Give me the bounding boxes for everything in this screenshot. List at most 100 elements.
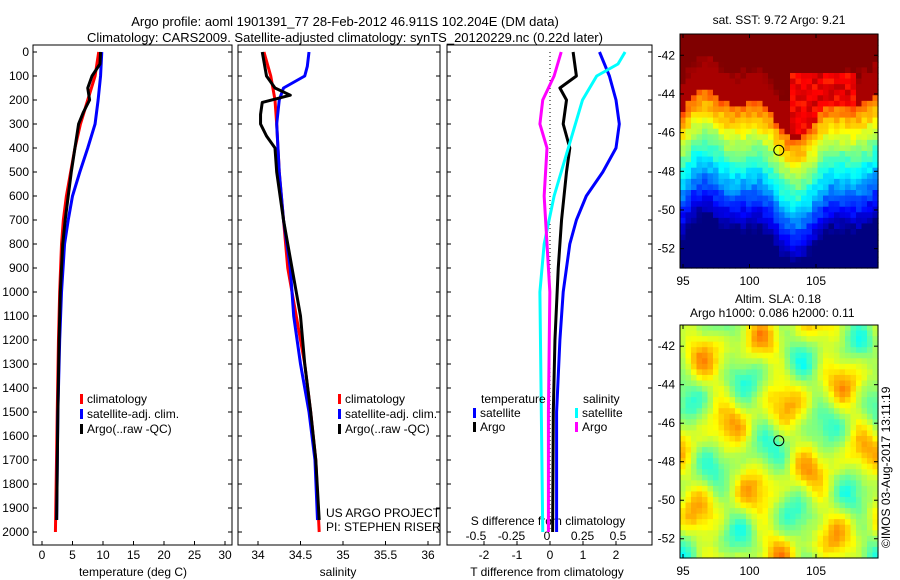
map-cell (784, 39, 791, 46)
map-cell (850, 73, 857, 80)
s-tick-label: 0.25 (571, 529, 595, 543)
map-cell (680, 190, 687, 197)
map-cell (790, 452, 797, 459)
map-cell (812, 217, 819, 225)
map-cell (713, 45, 720, 52)
map-cell (707, 156, 714, 163)
map-cell (812, 50, 819, 57)
map-cell (872, 347, 879, 354)
map-cell (861, 95, 868, 102)
map-cell (790, 78, 797, 85)
map-cell (768, 251, 775, 258)
map-cell (823, 223, 830, 230)
map-cell (839, 61, 846, 69)
map-cell (757, 234, 764, 241)
map-cell (828, 89, 835, 96)
map-cell (850, 151, 857, 158)
map-cell (702, 240, 709, 247)
map-cell (839, 430, 846, 437)
map-cell (817, 145, 824, 152)
map-cell (729, 474, 736, 481)
map-cell (707, 463, 714, 470)
map-cell (779, 178, 786, 186)
y-tick-label: 1900 (2, 501, 29, 515)
map-cell (790, 106, 797, 113)
map-cell (757, 73, 764, 80)
map-cell (845, 502, 852, 509)
map-cell (729, 128, 736, 135)
map-cell (828, 463, 835, 470)
map-cell (812, 178, 819, 186)
map-cell (718, 262, 725, 269)
map-cell (680, 67, 687, 74)
map-cell (768, 139, 775, 147)
map-cell (773, 61, 780, 69)
map-cell (872, 530, 879, 537)
map-cell (861, 546, 868, 554)
map-cell (729, 458, 736, 465)
map-cell (707, 73, 714, 80)
map-cell (746, 67, 753, 74)
y-tick-label: 2000 (2, 525, 29, 539)
map-cell (861, 363, 868, 370)
map-cell (724, 513, 731, 520)
map-cell (784, 513, 791, 520)
map-cell (773, 491, 780, 498)
map-cell (823, 374, 830, 382)
map-cell (784, 496, 791, 504)
map-cell (768, 229, 775, 236)
map-cell (806, 374, 813, 382)
map-cell (795, 34, 802, 41)
map-cell (834, 117, 841, 124)
map-cell (856, 134, 863, 141)
map-cell (834, 156, 841, 163)
map-cell (713, 201, 720, 208)
map-cell (867, 190, 874, 197)
map-cell (757, 452, 764, 459)
map-cell (779, 508, 786, 515)
map-cell (680, 408, 687, 415)
map-cell (861, 245, 868, 252)
map-cell (867, 463, 874, 470)
map-cell (795, 441, 802, 448)
map-cell (735, 256, 742, 264)
map-cell (812, 262, 819, 269)
map-cell (845, 508, 852, 515)
map-cell (817, 262, 824, 269)
map-cell (696, 67, 703, 74)
map-cell (812, 56, 819, 63)
map-cell (735, 195, 742, 202)
map-cell (685, 402, 692, 409)
map-cell (762, 386, 769, 393)
map-cell (812, 256, 819, 264)
map-cell (746, 173, 753, 180)
map-cell (773, 84, 780, 91)
map-cell (740, 89, 747, 96)
map-cell (696, 262, 703, 269)
map-cell (696, 369, 703, 376)
x-tick-label: 35 (336, 548, 350, 562)
map-cell (861, 430, 868, 437)
map-cell (861, 201, 868, 208)
map-cell (762, 229, 769, 236)
map-cell (691, 552, 698, 559)
map-cell (812, 524, 819, 531)
map-cell (867, 336, 874, 343)
map-cell (812, 206, 819, 213)
map-cell (834, 519, 841, 526)
map-cell (784, 151, 791, 158)
map-cell (839, 491, 846, 498)
map-cell (746, 84, 753, 91)
map-cell (839, 424, 846, 432)
map-cell (828, 50, 835, 57)
map-cell (724, 151, 731, 158)
map-cell (680, 223, 687, 230)
map-cell (680, 50, 687, 57)
map-cell (856, 430, 863, 437)
map-cell (790, 184, 797, 191)
map-cell (784, 190, 791, 197)
map-cell (735, 34, 742, 41)
map-cell (795, 413, 802, 420)
map-cell (779, 84, 786, 91)
map-cell (806, 162, 813, 169)
